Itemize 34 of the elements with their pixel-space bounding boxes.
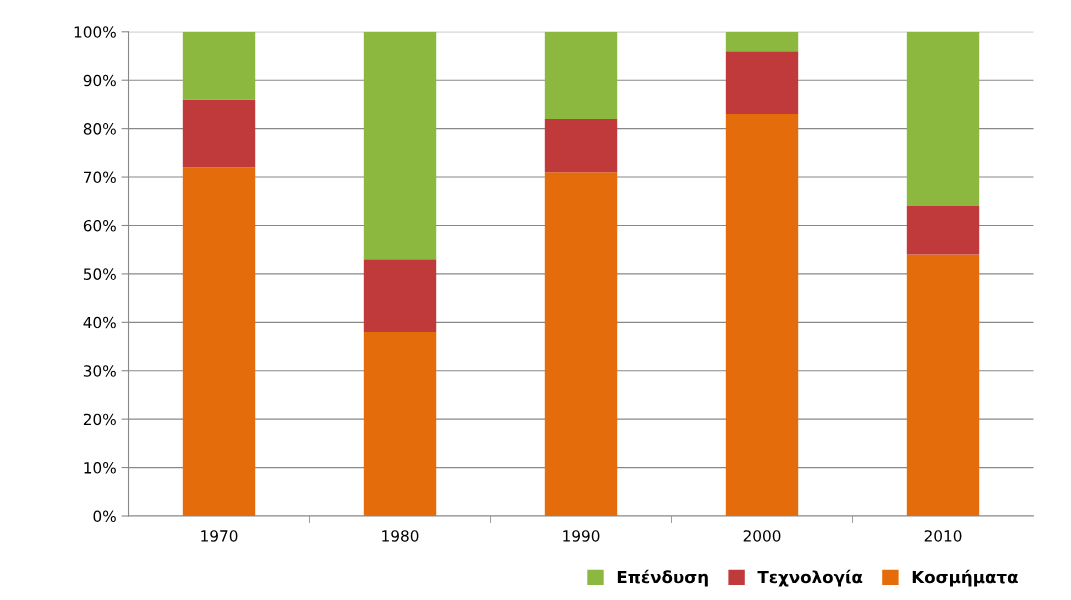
legend-label: Τεχνολογία (757, 569, 863, 587)
y-tick-label: 90% (83, 74, 116, 87)
bar (544, 118, 618, 173)
bar (182, 99, 256, 168)
bar (363, 332, 437, 516)
bar (725, 114, 799, 516)
x-tick-label: 2010 (924, 530, 962, 542)
bar (906, 254, 980, 516)
bar (182, 167, 256, 516)
bar (363, 31, 437, 260)
y-tick-label: 50% (83, 268, 116, 280)
bar (906, 206, 980, 255)
bar (906, 31, 980, 207)
legend-label: Κοσμήματα (912, 569, 1018, 587)
y-tick-label: 80% (83, 123, 116, 135)
x-tick-label: 2000 (743, 530, 781, 542)
legend-label: Επένδυση (617, 569, 708, 587)
x-tick-label: 1990 (563, 530, 600, 542)
y-tick-label: 0% (93, 510, 116, 523)
y-tick-label: 70% (84, 171, 116, 184)
bar (544, 31, 618, 119)
bar (544, 172, 618, 516)
bar (363, 259, 437, 332)
x-tick-label: 1980 (382, 530, 419, 542)
bar (182, 31, 256, 100)
bar (725, 51, 799, 115)
y-tick-label: 30% (83, 365, 116, 377)
y-tick-label: 100% (74, 26, 116, 38)
y-tick-label: 60% (83, 219, 116, 232)
y-tick-label: 40% (83, 316, 116, 329)
y-tick-label: 20% (83, 413, 116, 426)
x-tick-label: 1970 (201, 530, 238, 542)
bar (725, 31, 799, 52)
y-tick-label: 10% (84, 462, 116, 474)
